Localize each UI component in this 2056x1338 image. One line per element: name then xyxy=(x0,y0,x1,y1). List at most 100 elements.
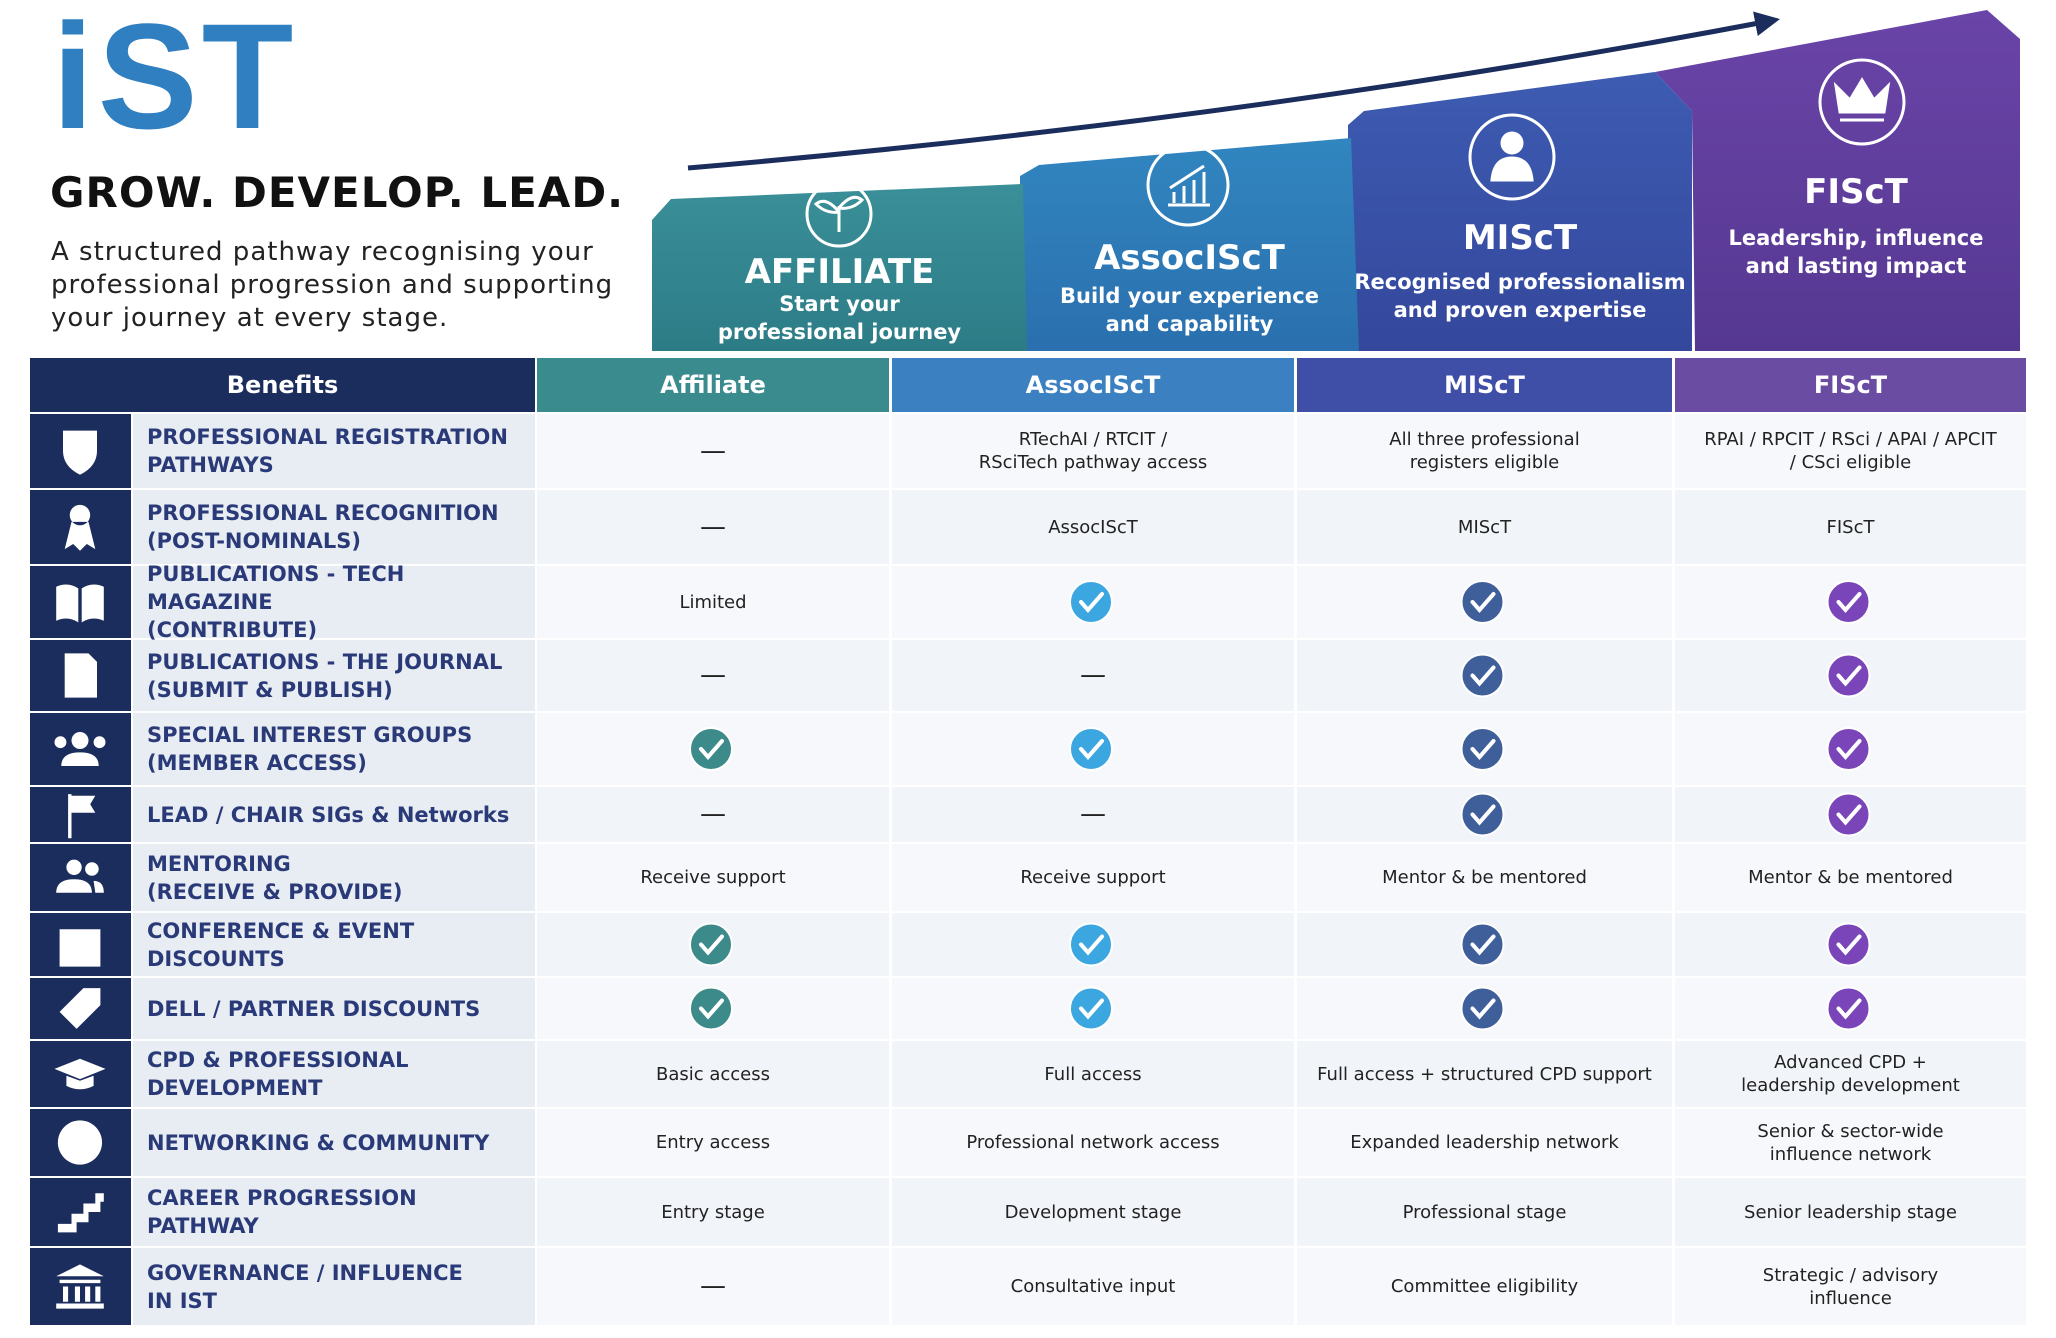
benefit-cell xyxy=(133,913,535,976)
tier-icons xyxy=(805,58,1906,248)
icon-shape xyxy=(54,1058,106,1090)
table-cell xyxy=(892,1109,1294,1176)
check-circle xyxy=(1460,727,1505,771)
check-icon xyxy=(1826,580,1871,624)
cell-text: MIScT xyxy=(1457,516,1512,538)
check-tick xyxy=(1470,739,1496,761)
tagline: GROW. DEVELOP. LEAD. xyxy=(50,168,625,217)
table-cell xyxy=(892,490,1294,564)
table-cell xyxy=(537,787,889,842)
icon-cell xyxy=(30,1248,131,1325)
cell-text: FIScT xyxy=(1826,516,1875,538)
table-cell xyxy=(537,1109,889,1176)
check-icon xyxy=(1826,727,1871,771)
dash: — xyxy=(700,799,726,829)
check-tick xyxy=(1470,665,1496,687)
check-circle xyxy=(1460,922,1505,967)
check-tick xyxy=(1470,804,1496,826)
tier-subtitle: Recognised professionalism and proven ex… xyxy=(1354,270,1686,322)
cell-text: Professional network access xyxy=(966,1132,1220,1153)
benefit-label: CPD & PROFESSIONAL DEVELOPMENT xyxy=(147,1048,409,1100)
check-tick xyxy=(699,934,724,956)
check-tick xyxy=(1079,998,1104,1020)
check-circle xyxy=(1826,986,1871,1031)
benefit-cell xyxy=(133,414,535,488)
table-cell xyxy=(1675,1041,2026,1107)
table-cell xyxy=(892,640,1294,711)
check-icon xyxy=(1460,922,1505,967)
check-tick xyxy=(1470,592,1496,614)
icon-shape xyxy=(64,504,96,551)
check-tick xyxy=(1079,592,1104,614)
icon-shape xyxy=(63,430,97,475)
check-tick xyxy=(1836,592,1862,614)
benefit-cell xyxy=(133,640,535,711)
benefit-label: GOVERNANCE / INFLUENCE IN IST xyxy=(147,1260,463,1313)
benefit-cell xyxy=(133,566,535,638)
benefit-cell xyxy=(133,1248,535,1325)
benefit-label: CAREER PROGRESSION PATHWAY xyxy=(147,1186,417,1238)
benefit-icon xyxy=(56,584,104,623)
benefit-icon xyxy=(64,504,96,551)
check-icon xyxy=(1460,580,1505,624)
tier-name: AFFILIATE xyxy=(744,252,935,292)
check-circle xyxy=(1826,580,1871,624)
tier-card xyxy=(1020,138,1359,351)
benefit-icon xyxy=(56,859,104,893)
table-cell xyxy=(892,1248,1294,1325)
cell-text: Development stage xyxy=(1004,1201,1182,1223)
icon-cell xyxy=(30,713,131,785)
header-cell xyxy=(892,358,1294,412)
cell-text: Mentor & be mentored xyxy=(1382,867,1587,888)
table-cell xyxy=(892,844,1294,911)
check-icon xyxy=(689,922,733,967)
check-icon xyxy=(1826,792,1871,837)
benefit-icon xyxy=(59,988,101,1029)
check-circle xyxy=(1069,727,1113,771)
benefit-cell xyxy=(133,1178,535,1246)
check-circle xyxy=(689,922,733,967)
icon-cell xyxy=(30,1178,131,1246)
cell-text: Strategic / advisory influence xyxy=(1762,1264,1939,1309)
table-cell xyxy=(537,1178,889,1246)
tier-name: FIScT xyxy=(1804,172,1908,212)
table-cell xyxy=(1297,1109,1672,1176)
icon-cell xyxy=(30,566,131,638)
benefit-label: PUBLICATIONS - TECH MAGAZINE (CONTRIBUTE… xyxy=(147,562,405,642)
icon-shape xyxy=(57,1120,103,1165)
check-icon xyxy=(689,727,733,771)
dash: — xyxy=(1080,799,1106,829)
cell-text: Entry stage xyxy=(661,1201,765,1223)
header-cell xyxy=(537,358,889,412)
cell-text: RPAI / RPCIT / RSci / APAI / APCIT / CSc… xyxy=(1704,429,1997,473)
benefit-icon xyxy=(54,1058,106,1090)
registered-mark: ® xyxy=(256,24,272,43)
benefit-label: PUBLICATIONS - THE JOURNAL (SUBMIT & PUB… xyxy=(147,649,503,702)
logo: iST xyxy=(52,0,298,160)
cell-text: Consultative input xyxy=(1010,1276,1176,1297)
benefit-label: NETWORKING & COMMUNITY xyxy=(147,1130,490,1155)
check-icon xyxy=(1826,986,1871,1031)
icon-shape xyxy=(56,584,104,623)
cell-text: Entry access xyxy=(655,1132,771,1153)
column-header: AssocIScT xyxy=(1025,371,1161,399)
tier-subtitle: Start your professional journey xyxy=(717,292,962,344)
benefit-icon xyxy=(57,1193,104,1233)
check-circle xyxy=(1826,922,1871,967)
check-circle xyxy=(689,727,733,771)
table-cell xyxy=(1675,490,2026,564)
cell-text: Professional stage xyxy=(1402,1201,1567,1223)
check-tick xyxy=(1836,804,1862,826)
check-icon xyxy=(1826,922,1871,967)
check-circle xyxy=(1069,922,1113,967)
table-cell xyxy=(537,414,889,488)
benefit-cell xyxy=(133,713,535,785)
benefit-cell xyxy=(133,844,535,911)
header-cell xyxy=(1675,358,2026,412)
icon-shape xyxy=(68,794,96,839)
check-tick xyxy=(1836,998,1862,1020)
benefit-cell xyxy=(133,1109,535,1176)
benefit-icon xyxy=(63,430,97,475)
